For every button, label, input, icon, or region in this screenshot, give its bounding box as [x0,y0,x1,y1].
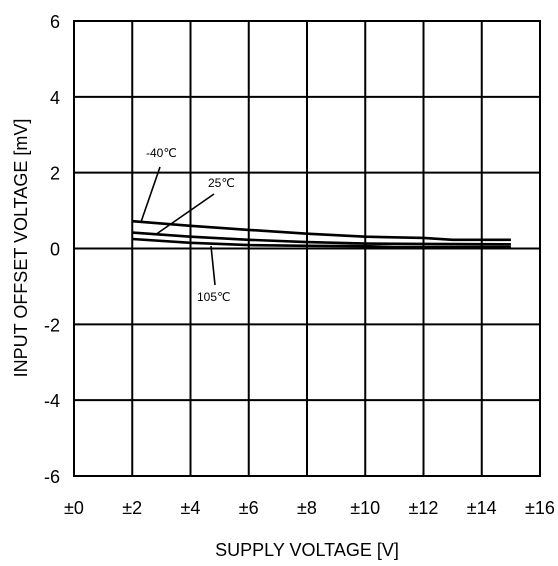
plot-frame [73,20,541,477]
x-tick-label: ±6 [239,498,259,518]
x-tick-label: ±0 [64,498,84,518]
x-axis-label: SUPPLY VOLTAGE [V] [215,540,399,560]
series-annotation-0: -40℃ [146,146,177,160]
x-tick-label: ±10 [350,498,380,518]
series-line-2 [132,237,511,249]
x-tick-labels: ±0 ±2 ±4 ±6 ±8 ±10 ±12 ±14 ±16 [64,498,555,518]
y-tick-label: 0 [50,240,60,260]
y-tick-label: 6 [50,12,60,32]
y-axis-label: INPUT OFFSET VOLTAGE [mV] [11,119,31,378]
x-tick-label: ±4 [181,498,201,518]
series-annotation-2: 105℃ [197,290,231,304]
series-annotation-1: 25℃ [208,176,235,190]
grid [73,20,541,477]
y-tick-label: -2 [44,315,60,335]
x-tick-label: ±8 [297,498,317,518]
y-tick-labels: -6 -4 -2 0 2 4 6 [44,12,60,487]
series-layer [132,219,511,249]
annotations: -40℃ 25℃ 105℃ [140,146,235,304]
y-tick-label: -6 [44,467,60,487]
x-tick-label: ±2 [122,498,142,518]
annotation-leader-0 [140,166,161,223]
y-tick-label: 2 [50,164,60,184]
series-line-1 [132,231,511,246]
x-tick-label: ±16 [525,498,555,518]
x-tick-label: ±14 [467,498,497,518]
annotation-leader-1 [154,193,215,236]
y-tick-label: 4 [50,88,60,108]
y-tick-label: -4 [44,391,60,411]
x-tick-label: ±12 [409,498,439,518]
annotation-leader-2 [210,245,216,286]
series-line-0 [132,219,511,242]
